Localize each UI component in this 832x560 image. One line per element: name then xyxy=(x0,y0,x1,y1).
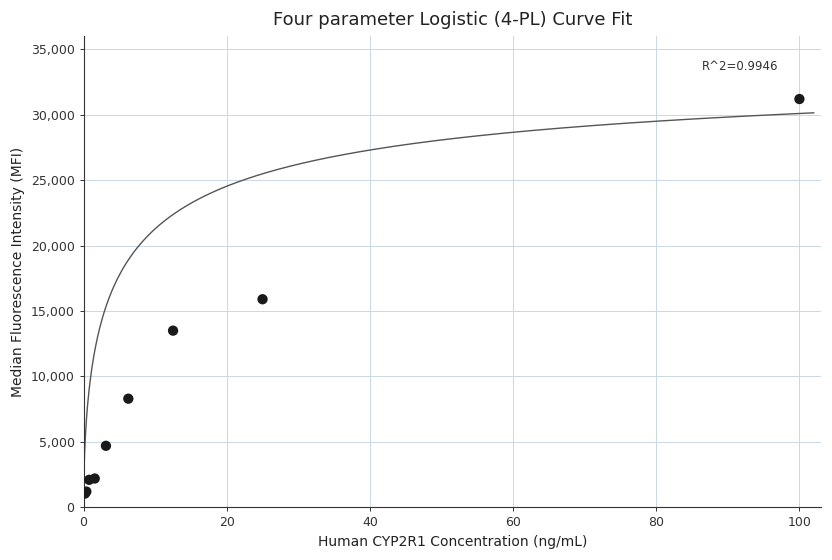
Y-axis label: Median Fluorescence Intensity (MFI): Median Fluorescence Intensity (MFI) xyxy=(11,147,25,397)
X-axis label: Human CYP2R1 Concentration (ng/mL): Human CYP2R1 Concentration (ng/mL) xyxy=(318,535,587,549)
Point xyxy=(166,326,180,335)
Point xyxy=(80,487,93,496)
Point xyxy=(78,489,92,498)
Point xyxy=(121,394,135,403)
Point xyxy=(88,474,102,483)
Point xyxy=(99,441,112,450)
Point xyxy=(793,95,806,104)
Point xyxy=(82,475,96,484)
Point xyxy=(256,295,270,304)
Text: R^2=0.9946: R^2=0.9946 xyxy=(701,60,778,73)
Title: Four parameter Logistic (4-PL) Curve Fit: Four parameter Logistic (4-PL) Curve Fit xyxy=(273,11,632,29)
